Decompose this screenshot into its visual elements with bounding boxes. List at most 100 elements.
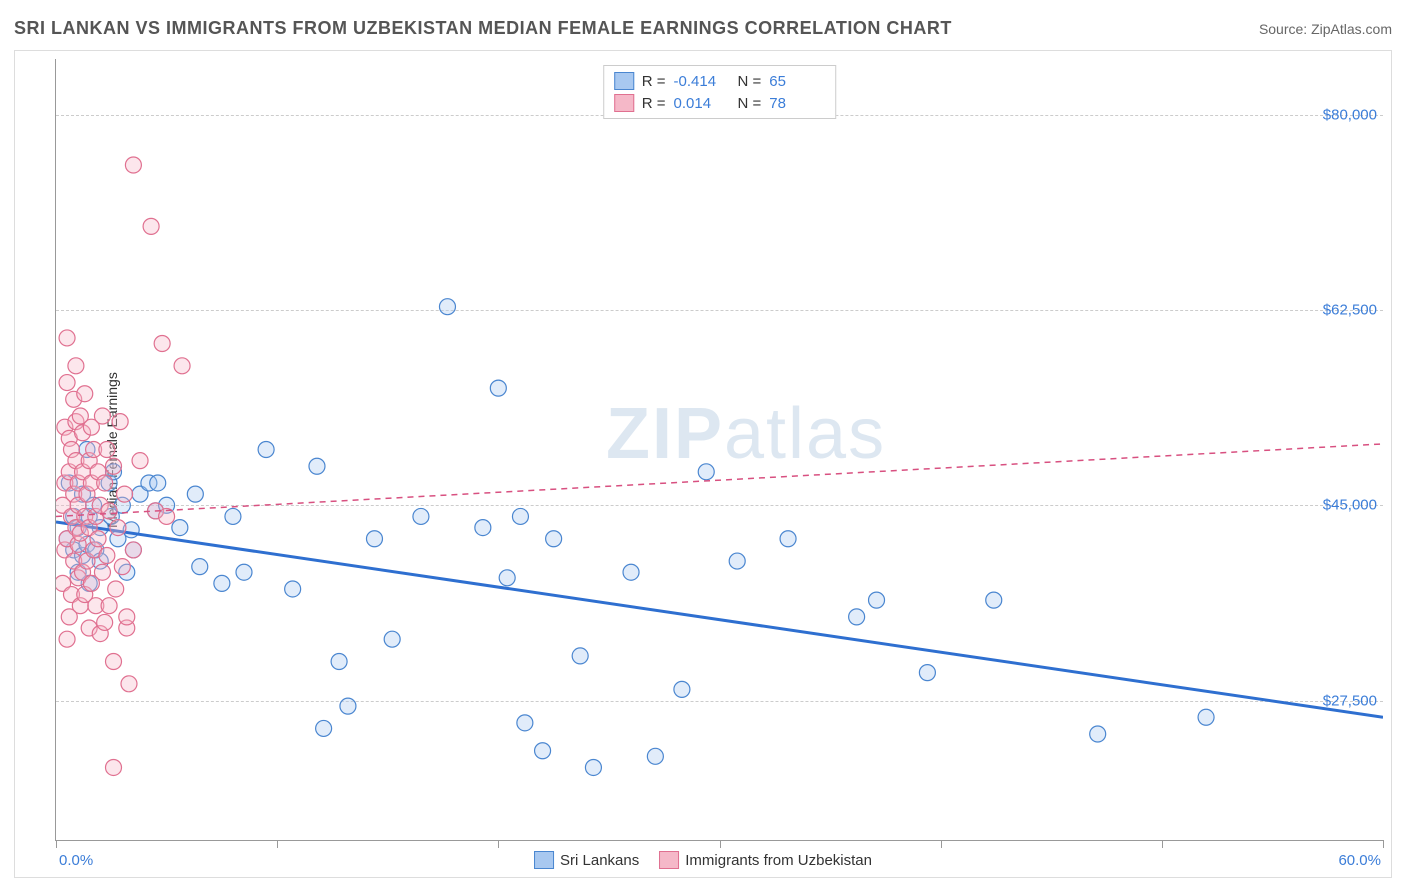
- legend-item-sri-lankans: Sri Lankans: [534, 851, 639, 869]
- data-point: [150, 475, 166, 491]
- legend-item-uzbekistan: Immigrants from Uzbekistan: [659, 851, 872, 869]
- trendline: [56, 522, 1383, 717]
- stat-n-value-2: 78: [769, 95, 825, 112]
- data-point: [77, 386, 93, 402]
- plot-area: Median Female Earnings ZIPatlas R = -0.4…: [55, 59, 1383, 841]
- data-point: [154, 336, 170, 352]
- data-point: [125, 542, 141, 558]
- data-point: [125, 157, 141, 173]
- chart-title: SRI LANKAN VS IMMIGRANTS FROM UZBEKISTAN…: [14, 18, 952, 39]
- data-point: [623, 564, 639, 580]
- data-point: [90, 531, 106, 547]
- data-point: [112, 414, 128, 430]
- data-point: [97, 614, 113, 630]
- data-point: [285, 581, 301, 597]
- data-point: [106, 653, 122, 669]
- data-point: [119, 609, 135, 625]
- stat-r-value-1: -0.414: [674, 73, 730, 90]
- data-point: [849, 609, 865, 625]
- data-point: [258, 442, 274, 458]
- legend-bottom: Sri Lankans Immigrants from Uzbekistan: [534, 851, 872, 869]
- data-point: [106, 458, 122, 474]
- x-tick: [941, 840, 942, 848]
- data-point: [384, 631, 400, 647]
- data-point: [143, 218, 159, 234]
- x-tick: [720, 840, 721, 848]
- swatch-pink-icon: [659, 851, 679, 869]
- legend-stats-row-1: R = -0.414 N = 65: [614, 70, 826, 92]
- stat-n-value-1: 65: [769, 73, 825, 90]
- source-label: Source: ZipAtlas.com: [1259, 21, 1392, 37]
- x-tick: [1162, 840, 1163, 848]
- swatch-pink-icon: [614, 94, 634, 112]
- data-point: [572, 648, 588, 664]
- data-point: [986, 592, 1002, 608]
- data-point: [413, 508, 429, 524]
- data-point: [869, 592, 885, 608]
- data-point: [94, 564, 110, 580]
- data-point: [475, 520, 491, 536]
- data-point: [101, 598, 117, 614]
- swatch-blue-icon: [534, 851, 554, 869]
- data-point: [101, 503, 117, 519]
- chart-container: Median Female Earnings ZIPatlas R = -0.4…: [14, 50, 1392, 878]
- x-tick: [56, 840, 57, 848]
- data-point: [99, 547, 115, 563]
- legend-label-1: Sri Lankans: [560, 852, 639, 869]
- data-point: [499, 570, 515, 586]
- legend-label-2: Immigrants from Uzbekistan: [685, 852, 872, 869]
- data-point: [780, 531, 796, 547]
- data-point: [674, 681, 690, 697]
- stat-r-label: R =: [642, 73, 666, 90]
- plot-svg: [56, 59, 1383, 840]
- stat-r-label: R =: [642, 95, 666, 112]
- data-point: [132, 453, 148, 469]
- data-point: [106, 759, 122, 775]
- data-point: [94, 408, 110, 424]
- data-point: [366, 531, 382, 547]
- legend-stats-row-2: R = 0.014 N = 78: [614, 92, 826, 114]
- data-point: [68, 358, 84, 374]
- data-point: [59, 375, 75, 391]
- x-tick: [1383, 840, 1384, 848]
- data-point: [512, 508, 528, 524]
- data-point: [99, 442, 115, 458]
- data-point: [236, 564, 252, 580]
- data-point: [1090, 726, 1106, 742]
- data-point: [110, 520, 126, 536]
- data-point: [439, 299, 455, 315]
- x-axis-max-label: 60.0%: [1338, 852, 1381, 869]
- x-tick: [277, 840, 278, 848]
- data-point: [108, 581, 124, 597]
- data-point: [490, 380, 506, 396]
- data-point: [192, 559, 208, 575]
- data-point: [1198, 709, 1214, 725]
- data-point: [187, 486, 203, 502]
- data-point: [316, 720, 332, 736]
- data-point: [59, 330, 75, 346]
- data-point: [114, 559, 130, 575]
- stat-n-label: N =: [738, 73, 762, 90]
- data-point: [331, 653, 347, 669]
- stat-n-label: N =: [738, 95, 762, 112]
- legend-stats-box: R = -0.414 N = 65 R = 0.014 N = 78: [603, 65, 837, 119]
- data-point: [59, 631, 75, 647]
- data-point: [172, 520, 188, 536]
- x-tick: [498, 840, 499, 848]
- title-bar: SRI LANKAN VS IMMIGRANTS FROM UZBEKISTAN…: [14, 18, 1392, 39]
- data-point: [517, 715, 533, 731]
- data-point: [698, 464, 714, 480]
- stat-r-value-2: 0.014: [674, 95, 730, 112]
- data-point: [535, 743, 551, 759]
- x-axis-min-label: 0.0%: [59, 852, 93, 869]
- data-point: [340, 698, 356, 714]
- data-point: [585, 759, 601, 775]
- data-point: [97, 475, 113, 491]
- data-point: [309, 458, 325, 474]
- data-point: [214, 575, 230, 591]
- data-point: [225, 508, 241, 524]
- data-point: [546, 531, 562, 547]
- data-point: [647, 748, 663, 764]
- data-point: [729, 553, 745, 569]
- data-point: [117, 486, 133, 502]
